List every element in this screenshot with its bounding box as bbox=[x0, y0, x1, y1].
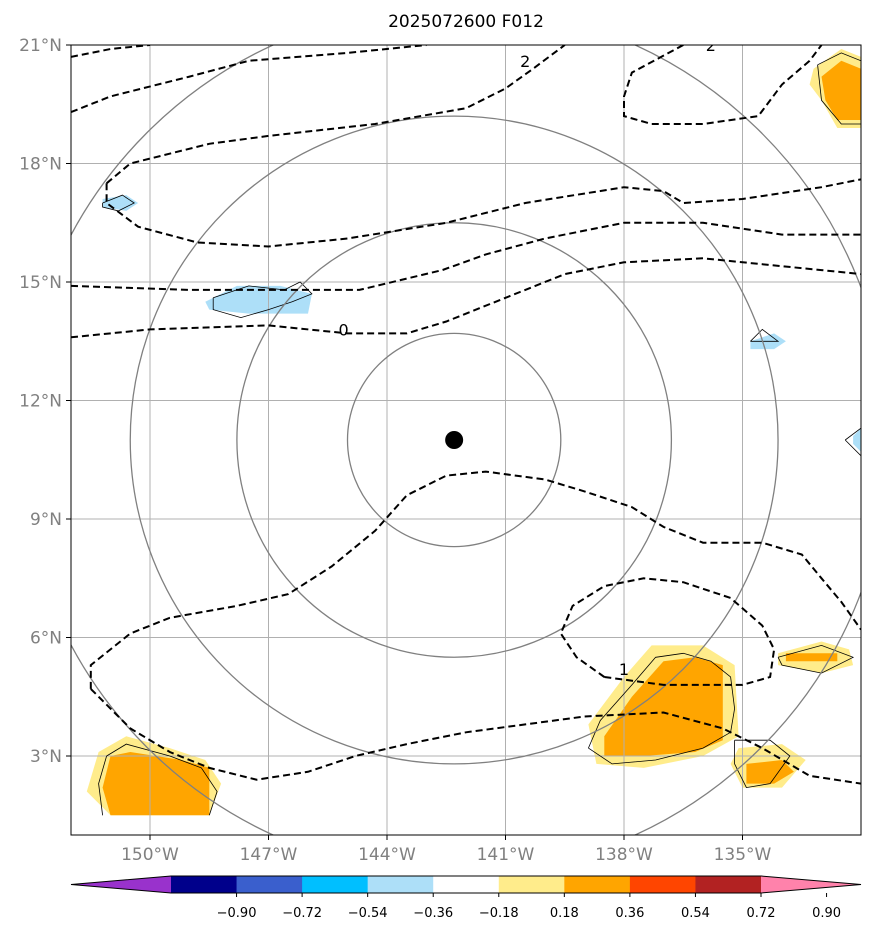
center-marker-layer bbox=[445, 431, 464, 449]
y-tick-label: 6°N bbox=[30, 629, 62, 649]
colorbar-tick-label: −0.54 bbox=[348, 906, 388, 921]
thin-contour-0 bbox=[102, 194, 135, 212]
colorbar-tick-label: 0.54 bbox=[681, 906, 710, 921]
colorbar-segment-3 bbox=[302, 876, 369, 893]
colorbar-tick-label: −0.72 bbox=[282, 906, 322, 921]
dashed-contour-4 bbox=[71, 221, 861, 291]
x-tick-label: 147°W bbox=[240, 845, 298, 865]
colorbar-segment-10 bbox=[761, 876, 861, 893]
colorbar-segment-4 bbox=[367, 876, 434, 893]
y-tick-label: 9°N bbox=[30, 510, 62, 530]
contour-label-1: 0 bbox=[338, 320, 348, 339]
colorbar-segment-0 bbox=[71, 876, 171, 893]
thin-contour-7 bbox=[734, 739, 791, 789]
filled-regions bbox=[86, 49, 861, 816]
y-tick-label: 3°N bbox=[30, 747, 62, 767]
colorbar-tick-label: 0.90 bbox=[812, 906, 841, 921]
x-tick-label: 135°W bbox=[714, 845, 772, 865]
x-tick-label: 138°W bbox=[595, 845, 653, 865]
colorbar-segment-1 bbox=[171, 876, 238, 893]
colorbar-tick-label: −0.36 bbox=[413, 906, 453, 921]
filled-region-1 bbox=[102, 752, 210, 816]
center-marker bbox=[445, 431, 464, 449]
x-axis-ticks: 150°W 147°W 144°W 141°W 138°W 135°W bbox=[121, 835, 772, 865]
y-tick-label: 12°N bbox=[19, 392, 62, 412]
thin-contour-5 bbox=[98, 755, 107, 816]
dashed-contour-1 bbox=[71, 45, 427, 114]
thin-contour-2 bbox=[750, 328, 780, 342]
thin-contour-6 bbox=[588, 652, 736, 765]
dashed-contour-9 bbox=[623, 45, 823, 125]
chart-title: 2025072600 F012 bbox=[388, 12, 544, 32]
dashed-contour-2 bbox=[105, 45, 566, 185]
colorbar: −0.90 −0.72 −0.54 −0.36 −0.18 0.18 0.36 0.54 0.7… bbox=[70, 875, 862, 921]
range-ring-2 bbox=[129, 115, 779, 765]
thin-contour-4 bbox=[106, 743, 218, 816]
colorbar-tick-label: 0.18 bbox=[550, 906, 579, 921]
dashed-contour-0 bbox=[71, 45, 151, 58]
gridlines bbox=[71, 45, 861, 835]
dashed-contour-7 bbox=[89, 470, 861, 689]
colorbar-segment-2 bbox=[236, 876, 303, 893]
contour-label-2: 1 bbox=[619, 660, 629, 679]
colorbar-outline bbox=[70, 875, 862, 894]
colorbar-segment-8 bbox=[629, 876, 696, 893]
colorbar-tick-label: 0.72 bbox=[747, 906, 776, 921]
range-ring-0 bbox=[346, 332, 562, 548]
filled-region-11 bbox=[205, 285, 312, 314]
filled-region-13 bbox=[853, 428, 861, 452]
colorbar-segment-9 bbox=[695, 876, 762, 893]
dashed-contour-6 bbox=[90, 688, 861, 785]
contour-label-3: 2 bbox=[706, 36, 716, 55]
y-axis-ticks: 3°N 6°N 9°N 12°N 15°N 18°N 21°N bbox=[19, 36, 71, 767]
colorbar-tick-label: −0.90 bbox=[217, 906, 257, 921]
x-tick-label: 150°W bbox=[121, 845, 179, 865]
thin-contour-9 bbox=[817, 52, 861, 66]
filled-region-5 bbox=[746, 760, 794, 784]
range-rings bbox=[71, 45, 861, 835]
colorbar-segment-7 bbox=[564, 876, 631, 893]
filled-region-7 bbox=[785, 653, 838, 662]
thin-contour-3 bbox=[844, 427, 861, 457]
filled-region-3 bbox=[604, 657, 723, 756]
x-tick-label: 141°W bbox=[477, 845, 535, 865]
y-tick-label: 18°N bbox=[19, 155, 62, 175]
colorbar-tick-label: 0.36 bbox=[615, 906, 644, 921]
thin-contour-10 bbox=[817, 64, 861, 125]
y-tick-label: 15°N bbox=[19, 273, 62, 293]
thin-contour-1 bbox=[212, 281, 313, 319]
colorbar-tick-label: −0.18 bbox=[479, 906, 519, 921]
colorbar-segment-6 bbox=[498, 876, 565, 893]
dashed-contour-5 bbox=[71, 257, 861, 339]
dashed-contour-3 bbox=[105, 178, 861, 248]
thin-contours bbox=[98, 52, 861, 816]
x-tick-label: 144°W bbox=[358, 845, 416, 865]
plot-frame bbox=[70, 44, 862, 836]
range-ring-1 bbox=[236, 222, 673, 658]
contour-label-0: 2 bbox=[520, 52, 530, 71]
filled-region-9 bbox=[821, 60, 861, 120]
colorbar-segment-5 bbox=[433, 876, 500, 893]
thin-contour-8 bbox=[777, 644, 855, 674]
dashed-contour-8 bbox=[559, 577, 776, 686]
dashed-contours bbox=[71, 45, 861, 785]
y-tick-label: 21°N bbox=[19, 36, 62, 56]
